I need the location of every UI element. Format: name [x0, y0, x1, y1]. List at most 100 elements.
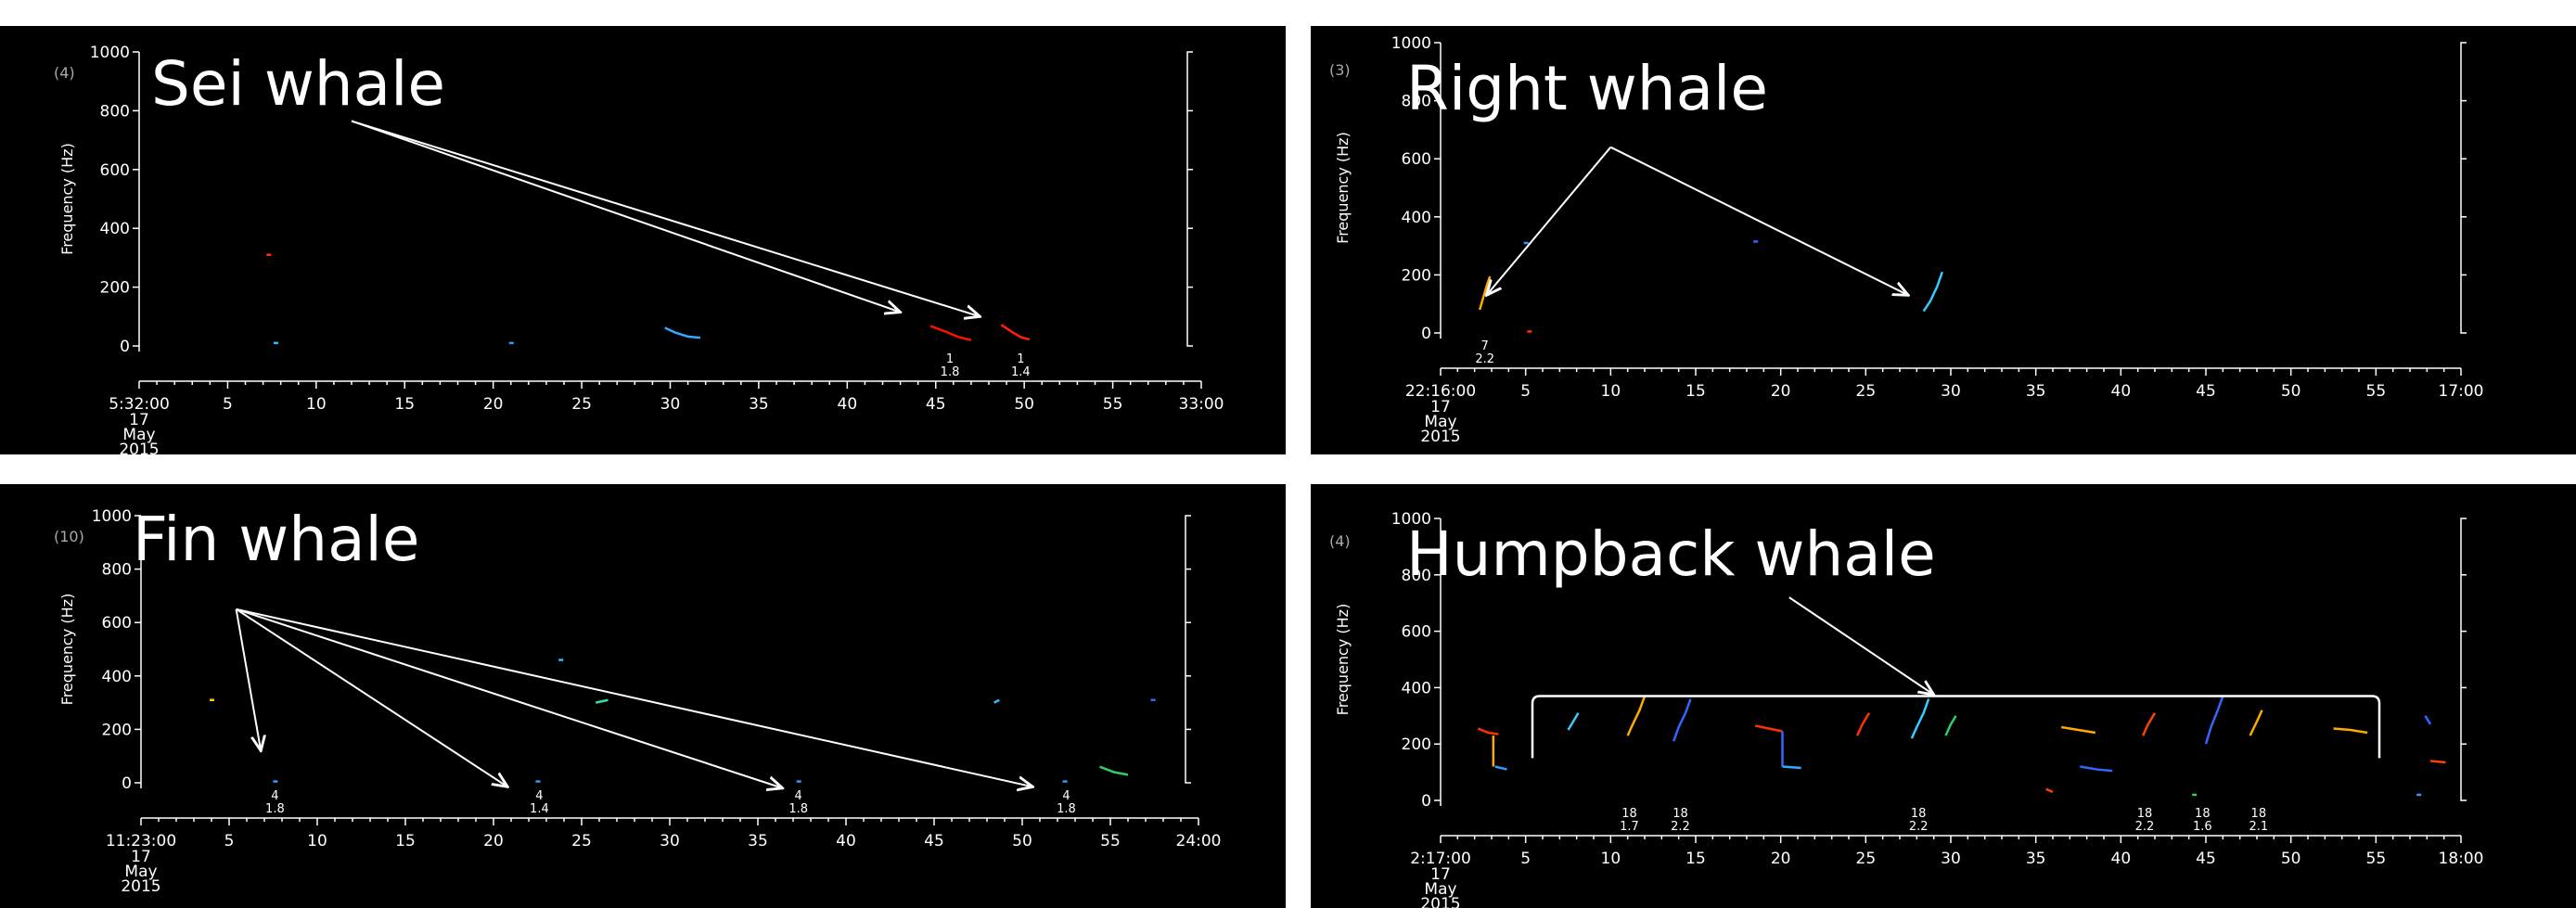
- y-tick-label-800: 800: [1402, 567, 1431, 585]
- x-tick-label-45: 45: [2196, 850, 2216, 868]
- x-tick-label-20: 20: [483, 832, 504, 850]
- call-trace-1: [1477, 727, 1499, 735]
- call-trace-6: [1672, 698, 1692, 742]
- y-tick-label-200: 200: [100, 279, 130, 298]
- x-tick-label-5: 5: [1520, 382, 1531, 401]
- call-trace-5: [595, 698, 609, 704]
- x-date-17: 17: [129, 411, 149, 429]
- x-date-17: 17: [131, 848, 151, 866]
- x-tick-label-50: 50: [2281, 382, 2301, 401]
- panel-count-label: (4): [54, 64, 75, 82]
- x-tick-label-40: 40: [2111, 382, 2132, 401]
- y-tick-label-400: 400: [100, 220, 130, 238]
- x-tick-label-30: 30: [1941, 850, 1961, 868]
- call-trace-14: [2060, 725, 2096, 735]
- panel-count-label: (10): [54, 528, 84, 545]
- chart-title: Right whale: [1406, 53, 1768, 124]
- y-tick-label-400: 400: [1402, 679, 1431, 697]
- x-date-2015: 2015: [1420, 895, 1460, 908]
- y-tick-label-800: 800: [102, 561, 132, 580]
- x-tick-label-17-00: 17:00: [2439, 382, 2484, 401]
- x-tick-label-15: 15: [394, 395, 415, 414]
- x-tick-label-5: 5: [224, 832, 235, 850]
- annotation-arrow-2: [1609, 146, 1908, 296]
- x-tick-label-35: 35: [2026, 382, 2046, 401]
- right-axis-bracket: [1186, 51, 1193, 347]
- y-tick-label-800: 800: [1402, 93, 1431, 111]
- y-tick-label-0: 0: [1421, 325, 1431, 343]
- x-tick-label-30: 30: [660, 395, 681, 414]
- x-tick-label-15: 15: [1685, 382, 1706, 401]
- call-trace-23: [2429, 760, 2446, 764]
- annotation-arrow-2: [351, 120, 980, 316]
- detection-count-1: 4: [271, 789, 278, 803]
- y-tick-label-1000: 1000: [90, 44, 130, 62]
- sei-whale-panel: 0 200 400 600 800 1000 Frequency (Hz) 5:32:00 5 1…: [0, 26, 1286, 454]
- detection-score-5: 1.6: [2193, 820, 2212, 834]
- x-date-may: May: [122, 426, 155, 444]
- y-axis-label: Frequency (Hz): [1334, 132, 1352, 244]
- x-tick-label-22-16-00: 22:16:00: [1405, 382, 1476, 401]
- call-trace-15: [2080, 765, 2113, 773]
- right-axis-bracket: [2460, 518, 2467, 801]
- detection-count-3: 18: [1911, 807, 1927, 821]
- detection-score-2: 1.4: [1011, 365, 1031, 379]
- x-tick-label-18-00: 18:00: [2439, 850, 2484, 868]
- x-date-2015: 2015: [121, 877, 160, 896]
- x-tick-label-5-32-00: 5:32:00: [109, 395, 170, 414]
- x-tick-label-55: 55: [1103, 395, 1123, 414]
- x-tick-label-11-23-00: 11:23:00: [106, 832, 176, 850]
- call-trace-20: [2333, 727, 2368, 735]
- x-tick-label-50: 50: [2281, 850, 2301, 868]
- call-trace-6: [1000, 324, 1031, 341]
- chart-title: Sei whale: [151, 48, 445, 120]
- y-tick-label-0: 0: [120, 338, 130, 356]
- call-trace-7: [993, 698, 1000, 704]
- y-tick-label-600: 600: [1402, 623, 1431, 642]
- x-tick-label-20: 20: [1771, 382, 1791, 401]
- call-trace-16: [2142, 712, 2157, 736]
- annotation-arrow-4: [236, 607, 1033, 787]
- y-tick-label-1000: 1000: [1391, 510, 1431, 529]
- call-trace-11: [1910, 698, 1930, 739]
- y-axis-label: Frequency (Hz): [58, 594, 76, 706]
- panel-count-label: (3): [1329, 61, 1351, 79]
- x-tick-label-35: 35: [748, 832, 768, 850]
- x-tick-label-50: 50: [1012, 832, 1032, 850]
- x-tick-label-45: 45: [926, 395, 946, 414]
- x-tick-label-25: 25: [571, 395, 592, 414]
- x-tick-label-55: 55: [2366, 850, 2387, 868]
- detection-score-1: 1.7: [1620, 820, 1639, 834]
- song-bracket: [1531, 695, 2381, 759]
- chart-title: Fin whale: [133, 504, 420, 575]
- call-trace-22: [2424, 715, 2432, 725]
- x-tick-label-20: 20: [483, 395, 504, 414]
- detection-count-6: 18: [2251, 807, 2267, 821]
- y-tick-label-600: 600: [102, 614, 132, 633]
- x-tick-label-55: 55: [2366, 382, 2387, 401]
- detection-count-1: 18: [1621, 807, 1637, 821]
- detection-count-2: 4: [535, 789, 543, 803]
- y-axis-label: Frequency (Hz): [58, 143, 76, 255]
- chart-title: Humpback whale: [1406, 518, 1936, 590]
- x-tick-label-45: 45: [2196, 382, 2216, 401]
- call-trace-4: [1567, 712, 1580, 731]
- detection-score-2: 1.4: [530, 802, 549, 816]
- call-trace-9: [1782, 765, 1801, 770]
- y-tick-label-1000: 1000: [1391, 34, 1431, 53]
- x-tick-label-5: 5: [223, 395, 233, 414]
- annotation-arrow-1: [1788, 596, 1934, 695]
- right-axis-bracket: [2460, 42, 2467, 334]
- x-date-may: May: [1424, 413, 1456, 431]
- x-date-17: 17: [1430, 398, 1451, 416]
- x-tick-label-2-17-00: 2:17:00: [1410, 850, 1471, 868]
- y-tick-label-800: 800: [100, 102, 130, 121]
- detection-count-2: 18: [1672, 807, 1688, 821]
- y-tick-label-600: 600: [100, 161, 130, 180]
- call-trace-7: [1754, 724, 1783, 733]
- right-whale-chart: 0 200 400 600 800 1000 Frequency (Hz) 22:16:00 5…: [1329, 34, 2484, 446]
- x-tick-label-15: 15: [1685, 850, 1706, 868]
- detection-count-2: 1: [1017, 352, 1024, 366]
- detection-score-4: 1.8: [1057, 802, 1076, 816]
- call-trace-4: [664, 326, 701, 339]
